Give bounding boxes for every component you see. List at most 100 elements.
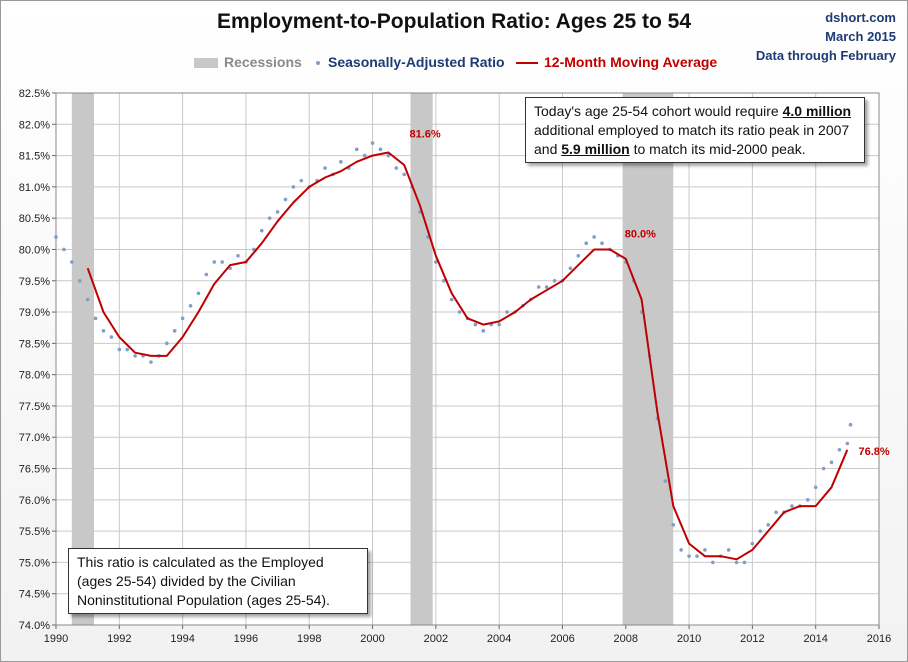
ratio-point <box>370 141 375 145</box>
ratio-point <box>93 316 98 321</box>
ratio-point <box>821 466 826 471</box>
source-block: dshort.com March 2015 Data through Febru… <box>756 8 896 65</box>
ratio-point <box>70 260 74 264</box>
ratio-point <box>339 160 343 164</box>
ratio-point <box>362 153 367 158</box>
ratio-point <box>394 166 399 170</box>
ratio-point <box>695 554 699 558</box>
ratio-point <box>133 354 137 358</box>
ratio-point <box>774 510 778 515</box>
ratio-point <box>584 241 589 246</box>
ratio-point <box>544 285 549 289</box>
y-tick-label: 77.0% <box>19 432 50 444</box>
y-tick-label: 78.5% <box>19 338 50 350</box>
note-top-p2: additional employed to match its ratio p… <box>534 122 850 138</box>
x-tick-label: 2002 <box>424 633 448 645</box>
ratio-point <box>687 554 691 558</box>
note-top: Today's age 25-54 cohort would require 4… <box>525 97 865 163</box>
note-top-p4: to match its mid-2000 peak. <box>633 141 806 157</box>
legend-ma-label: 12-Month Moving Average <box>544 54 718 70</box>
ratio-point <box>671 523 676 527</box>
y-tick-label: 80.5% <box>19 213 50 225</box>
ratio-point <box>354 147 359 152</box>
plot-background <box>56 93 879 625</box>
annotation-label: 80.0% <box>625 228 656 240</box>
ratio-point <box>600 241 604 246</box>
ratio-point <box>742 560 747 565</box>
ratio-point <box>536 285 541 289</box>
ratio-point <box>750 541 755 546</box>
ratio-point <box>204 272 209 277</box>
note-top-p3: and <box>534 141 558 157</box>
x-tick-label: 2008 <box>614 633 638 645</box>
ratio-point <box>323 166 327 170</box>
x-tick-label: 1990 <box>44 633 68 645</box>
ratio-point <box>196 291 201 296</box>
x-tick-label: 1994 <box>170 633 194 645</box>
ratio-point <box>378 147 383 152</box>
ratio-point <box>505 310 509 314</box>
ratio-point <box>62 247 66 252</box>
chart-title: Employment-to-Population Ratio: Ages 25 … <box>216 10 692 33</box>
y-tick-label: 81.0% <box>19 182 50 194</box>
ratio-point <box>117 347 122 352</box>
annotation-label: 76.8% <box>859 446 890 458</box>
legend-ratio: Seasonally-Adjusted Ratio <box>316 54 505 70</box>
ratio-point <box>829 460 834 465</box>
legend-recessions: Recessions <box>194 54 302 70</box>
line-swatch-icon <box>516 62 538 65</box>
source-data-through: Data through February <box>755 48 896 63</box>
ratio-point <box>236 253 240 258</box>
ratio-point <box>85 297 90 302</box>
y-tick-label: 74.5% <box>19 589 50 601</box>
y-tick-label: 82.0% <box>19 119 50 131</box>
x-tick-label: 2012 <box>740 633 764 645</box>
x-tick-label: 2010 <box>677 633 701 645</box>
x-tick-label: 2016 <box>867 633 891 645</box>
source-date: March 2015 <box>825 29 896 44</box>
ratio-point <box>734 560 739 565</box>
y-tick-label: 78.0% <box>19 370 50 382</box>
legend-ratio-label: Seasonally-Adjusted Ratio <box>328 54 505 70</box>
x-tick-label: 2004 <box>487 633 511 645</box>
x-tick-label: 2006 <box>550 633 574 645</box>
ratio-point <box>711 560 715 565</box>
note-top-p1: Today's age 25-54 cohort would require <box>534 103 779 119</box>
ratio-point <box>726 548 731 552</box>
x-tick-label: 1998 <box>297 633 321 645</box>
y-tick-label: 79.0% <box>19 307 50 319</box>
recession-band <box>622 93 674 625</box>
ratio-point <box>275 210 280 214</box>
ratio-point <box>576 253 581 258</box>
y-tick-label: 81.5% <box>19 151 50 163</box>
legend-recessions-label: Recessions <box>224 54 302 70</box>
legend-ma: 12-Month Moving Average <box>516 54 717 70</box>
ratio-point <box>299 178 304 183</box>
ratio-point <box>77 278 82 283</box>
ratio-point <box>386 153 391 158</box>
y-tick-label: 76.0% <box>19 495 50 507</box>
ratio-point <box>180 316 185 321</box>
source-site: dshort.com <box>825 10 896 25</box>
note-bottom: This ratio is calculated as the Employed… <box>68 548 368 614</box>
ratio-point <box>758 529 763 533</box>
ratio-point <box>805 498 810 502</box>
ratio-point <box>766 523 771 527</box>
note-top-value-2007: 4.0 million <box>782 103 852 119</box>
ratio-point <box>172 329 177 333</box>
ratio-point <box>259 228 264 233</box>
note-bottom-line3: Noninstitutional Population (ages 25-54)… <box>77 592 330 608</box>
y-tick-label: 76.5% <box>19 464 50 476</box>
x-tick-label: 2014 <box>803 633 827 645</box>
plot-border <box>55 92 880 626</box>
y-tick-label: 74.0% <box>19 620 50 632</box>
note-top-value-2000: 5.9 million <box>561 141 630 157</box>
x-tick-label: 2000 <box>360 633 384 645</box>
ratio-point <box>441 278 446 283</box>
ratio-point <box>291 185 296 189</box>
ratio-point <box>212 260 217 264</box>
ratio-point <box>837 447 842 452</box>
ratio-point <box>267 216 272 220</box>
ratio-point <box>109 335 114 339</box>
